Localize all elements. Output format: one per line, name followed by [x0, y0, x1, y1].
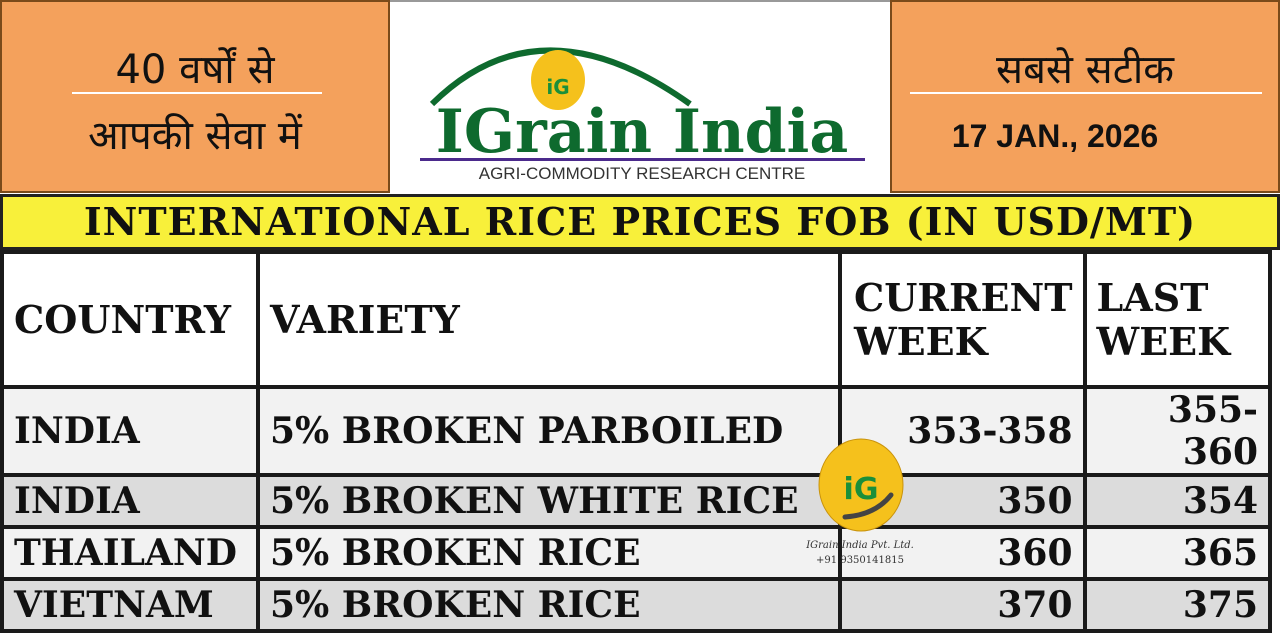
table-row: THAILAND 5% BROKEN RICE 360 365	[0, 525, 1273, 581]
country-cell: THAILAND	[0, 525, 260, 581]
variety-cell: 5% BROKEN RICE	[256, 577, 842, 633]
svg-text:iG: iG	[546, 75, 569, 99]
col-country: COUNTRY	[0, 250, 260, 389]
last-week-cell: 365	[1082, 525, 1273, 581]
watermark-phone: +91 9350141815	[816, 555, 904, 566]
tagline-accurate: सबसे सटीक	[996, 47, 1174, 93]
logo-wordmark: IGrain India	[436, 97, 848, 167]
logo-arch	[429, 47, 692, 107]
logo-badge	[531, 50, 585, 110]
table-row: INDIA 5% BROKEN WHITE RICE 350 354	[0, 473, 1273, 529]
country-cell: VIETNAM	[0, 577, 260, 633]
tagline-years: 40 वर्षों से	[115, 47, 275, 93]
col-current-week: CURRENT WEEK	[838, 250, 1087, 389]
header-right-panel: सबसे सटीक 17 JAN., 2026	[890, 0, 1280, 193]
svg-text:iG: iG	[844, 472, 879, 507]
last-week-cell: 355-360	[1082, 385, 1273, 477]
col-last-week: LAST WEEK	[1082, 250, 1273, 389]
logo-tagline: AGRI-COMMODITY RESEARCH CENTRE	[479, 164, 806, 183]
variety-cell: 5% BROKEN WHITE RICE	[256, 473, 842, 529]
rice-prices-table: COUNTRY VARIETY CURRENT WEEK LAST WEEK I…	[0, 250, 1273, 633]
last-week-cell: 375	[1082, 577, 1273, 633]
watermark-logo-icon: iG	[815, 437, 907, 537]
divider	[72, 92, 322, 94]
variety-cell: 5% BROKEN PARBOILED	[256, 385, 842, 477]
current-week-cell: 370	[838, 577, 1087, 633]
header-left-panel: 40 वर्षों से आपकी सेवा में	[0, 0, 390, 193]
table-row: VIETNAM 5% BROKEN RICE 370 375	[0, 577, 1273, 633]
watermark-company: IGrain India Pvt. Ltd.	[806, 540, 914, 551]
table-title: INTERNATIONAL RICE PRICES FOB (IN USD/MT…	[0, 194, 1280, 250]
variety-cell: 5% BROKEN RICE	[256, 525, 842, 581]
current-week-cell: 360	[838, 525, 1087, 581]
report-date: 17 JAN., 2026	[951, 118, 1159, 154]
table-row: INDIA 5% BROKEN PARBOILED 353-358 355-36…	[0, 385, 1273, 477]
country-cell: INDIA	[0, 385, 260, 477]
table-header-row: COUNTRY VARIETY CURRENT WEEK LAST WEEK	[0, 250, 1273, 389]
col-variety: VARIETY	[256, 250, 842, 389]
country-cell: INDIA	[0, 473, 260, 529]
current-week-cell: 353-358	[838, 385, 1087, 477]
igrain-logo: iG IGrain India AGRI-COMMODITY RESEARCH …	[390, 0, 890, 193]
tagline-service: आपकी सेवा में	[88, 113, 302, 159]
last-week-cell: 354	[1082, 473, 1273, 529]
divider	[910, 92, 1262, 94]
